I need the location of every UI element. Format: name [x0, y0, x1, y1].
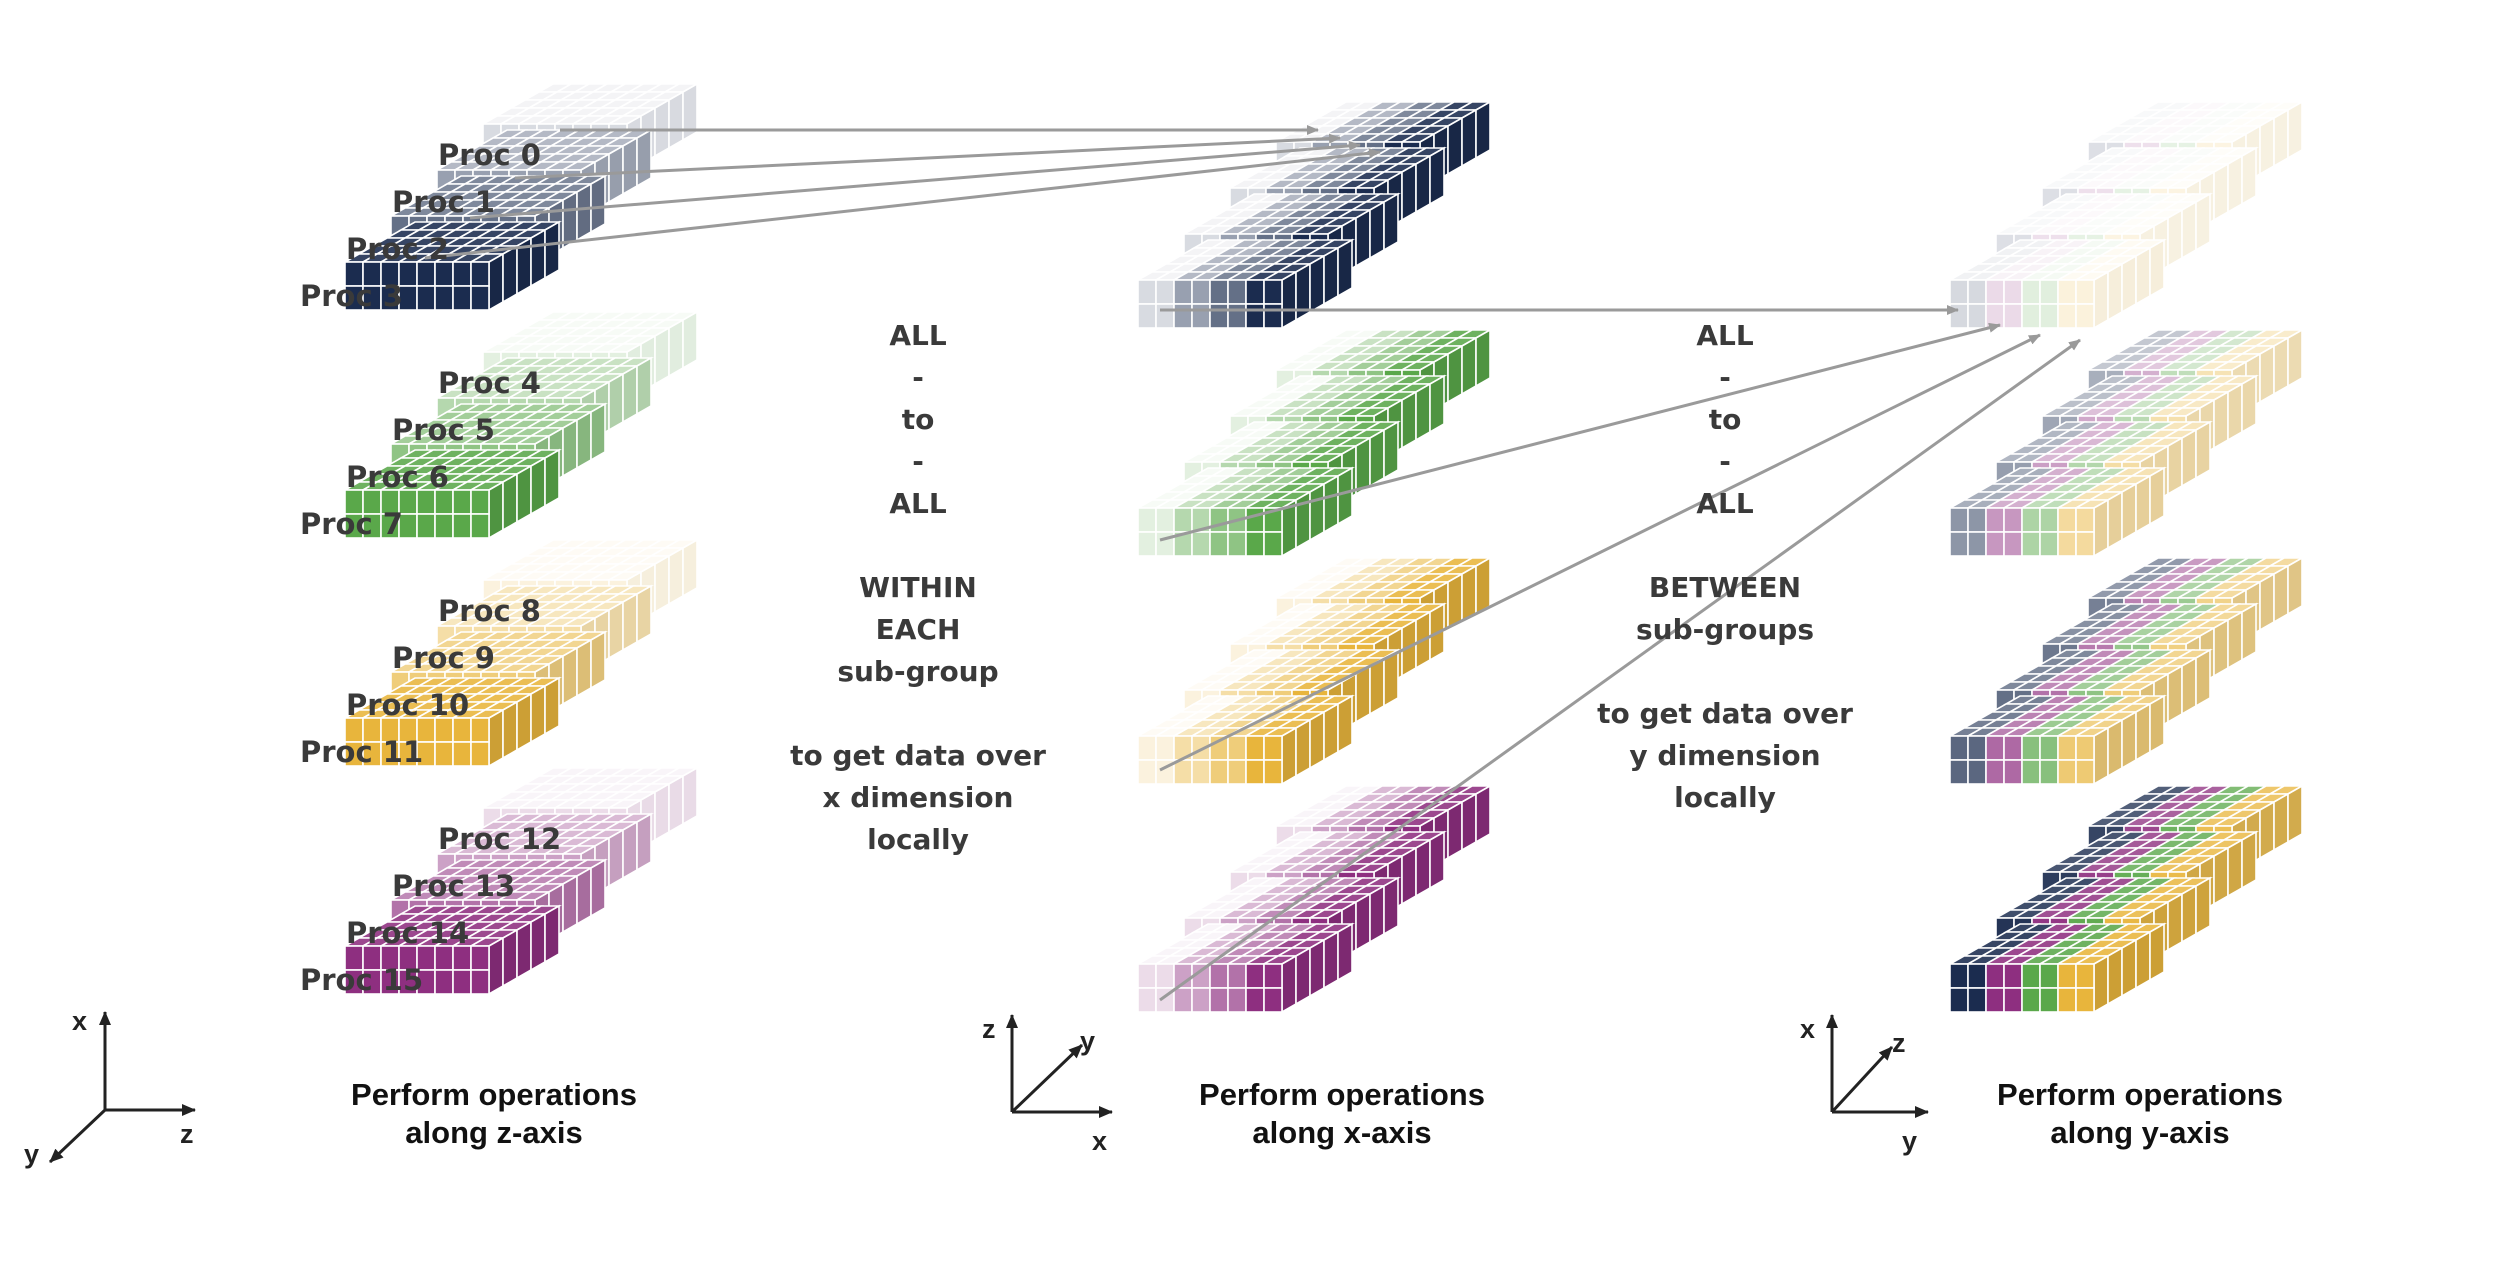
caption-y-line1: Perform operations — [1997, 1077, 2283, 1112]
slab-p1-proc-15 — [341, 904, 563, 996]
proc-label-6: Proc 6 — [346, 460, 449, 494]
proc-label-12: Proc 12 — [438, 822, 561, 856]
slab-p3-proc-7 — [1946, 466, 2168, 558]
proc-label-0: Proc 0 — [438, 138, 541, 172]
arrow-g2 — [1159, 333, 2041, 772]
proc-label-10: Proc 10 — [346, 688, 469, 722]
proc-label-7: Proc 7 — [300, 507, 403, 541]
axes-triad-z — [48, 1011, 196, 1164]
proc-label-8: Proc 8 — [438, 594, 541, 628]
caption-y-line2: along y-axis — [2050, 1115, 2229, 1150]
axis-label-up-x: z — [982, 1014, 996, 1044]
proc-label-4: Proc 4 — [438, 366, 541, 400]
axis-label-right-y: y — [1902, 1126, 1917, 1156]
axis-label-diag-z: y — [24, 1139, 39, 1169]
axis-label-right-z: z — [180, 1119, 194, 1149]
proc-label-14: Proc 14 — [346, 916, 469, 950]
process-labels: Proc 0 Proc 1 Proc 2 Proc 3 Proc 4 Proc 5 Proc… — [300, 138, 561, 997]
proc-label-11: Proc 11 — [300, 735, 423, 769]
arrow-g1 — [1159, 322, 2001, 542]
slab-p3-proc-3 — [1946, 238, 2168, 330]
arrow-proc2 — [469, 140, 1361, 220]
proc-label-3: Proc 3 — [300, 279, 403, 313]
all-to-all-between-text: ALL -to -ALL BETWEEN sub-groups to get data o… — [1597, 319, 1853, 814]
proc-label-5: Proc 5 — [392, 413, 495, 447]
proc-label-9: Proc 9 — [392, 641, 495, 675]
transfer-arrows — [424, 125, 2081, 1002]
axis-label-diag-x: y — [1080, 1026, 1095, 1056]
arrow-g3 — [1159, 338, 2081, 1002]
slab-p1-proc-11 — [341, 676, 563, 768]
axes-triad-y — [1826, 1014, 1929, 1118]
axis-label-up-z: x — [72, 1006, 87, 1036]
arrow-proc1 — [514, 133, 1341, 180]
slab-p1-proc-7 — [341, 448, 563, 540]
slab-p3-proc-15 — [1946, 922, 2168, 1014]
slab-p2-proc-3 — [1134, 238, 1356, 330]
slab-p2-proc-15 — [1134, 922, 1356, 1014]
caption-z-line1: Perform operations — [351, 1077, 637, 1112]
slab-p3-proc-11 — [1946, 694, 2168, 786]
proc-label-2: Proc 2 — [346, 232, 449, 266]
slab-p2-proc-11 — [1134, 694, 1356, 786]
caption-x-line2: along x-axis — [1252, 1115, 1431, 1150]
proc-label-15: Proc 15 — [300, 963, 423, 997]
all-to-all-within-text: ALL -to -ALL WITHIN EACH sub-group to get data… — [790, 319, 1046, 856]
axis-label-right-x: x — [1092, 1126, 1107, 1156]
axis-label-up-y: x — [1800, 1014, 1815, 1044]
slab-p1-proc-3 — [341, 220, 563, 312]
axes-triad-x — [1006, 1014, 1113, 1118]
caption-x-line1: Perform operations — [1199, 1077, 1485, 1112]
proc-label-1: Proc 1 — [392, 185, 495, 219]
arrow-proc3 — [424, 148, 1381, 260]
data-blocks — [341, 82, 2306, 1014]
caption-z-line2: along z-axis — [405, 1115, 582, 1150]
slab-p2-proc-7 — [1134, 466, 1356, 558]
axis-label-diag-y: z — [1892, 1028, 1906, 1058]
proc-label-13: Proc 13 — [392, 869, 515, 903]
